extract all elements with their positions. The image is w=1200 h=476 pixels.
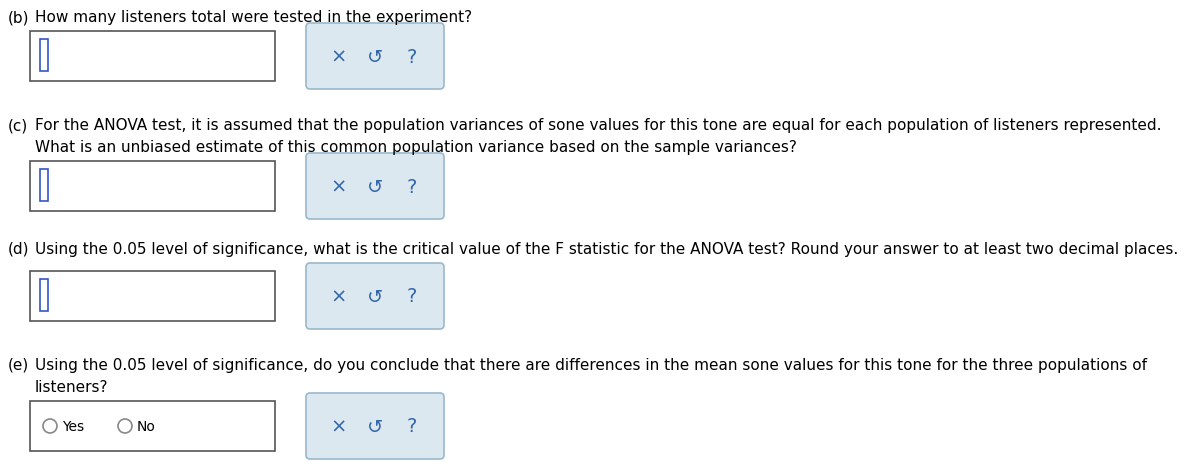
- Text: What is an unbiased estimate of this common population variance based on the sam: What is an unbiased estimate of this com…: [35, 140, 797, 155]
- Text: (e): (e): [8, 357, 29, 372]
- Text: Yes: Yes: [62, 419, 84, 433]
- FancyBboxPatch shape: [30, 401, 275, 451]
- Text: ×: ×: [330, 416, 347, 436]
- Text: For the ANOVA test, it is assumed that the population variances of sone values f: For the ANOVA test, it is assumed that t…: [35, 118, 1162, 133]
- Text: ↺: ↺: [367, 177, 383, 196]
- Text: ↺: ↺: [367, 287, 383, 306]
- FancyBboxPatch shape: [306, 154, 444, 219]
- Text: ?: ?: [407, 416, 416, 436]
- Text: ?: ?: [407, 48, 416, 66]
- FancyBboxPatch shape: [40, 279, 48, 311]
- FancyBboxPatch shape: [306, 393, 444, 459]
- FancyBboxPatch shape: [30, 271, 275, 321]
- Text: listeners?: listeners?: [35, 379, 108, 394]
- Text: ×: ×: [330, 48, 347, 66]
- Text: ×: ×: [330, 287, 347, 306]
- Text: Using the 0.05 level of significance, do you conclude that there are differences: Using the 0.05 level of significance, do…: [35, 357, 1147, 372]
- Text: ↺: ↺: [367, 48, 383, 66]
- Text: Using the 0.05 level of significance, what is the critical value of the F statis: Using the 0.05 level of significance, wh…: [35, 241, 1178, 257]
- Text: ×: ×: [330, 177, 347, 196]
- Text: (d): (d): [8, 241, 30, 257]
- Text: (b): (b): [8, 10, 30, 25]
- FancyBboxPatch shape: [40, 169, 48, 201]
- Text: (c): (c): [8, 118, 29, 133]
- Text: ↺: ↺: [367, 416, 383, 436]
- FancyBboxPatch shape: [306, 24, 444, 90]
- Text: How many listeners total were tested in the experiment?: How many listeners total were tested in …: [35, 10, 472, 25]
- FancyBboxPatch shape: [40, 40, 48, 72]
- Text: No: No: [137, 419, 156, 433]
- FancyBboxPatch shape: [306, 263, 444, 329]
- FancyBboxPatch shape: [30, 162, 275, 211]
- Text: ?: ?: [407, 177, 416, 196]
- FancyBboxPatch shape: [30, 32, 275, 82]
- Text: ?: ?: [407, 287, 416, 306]
